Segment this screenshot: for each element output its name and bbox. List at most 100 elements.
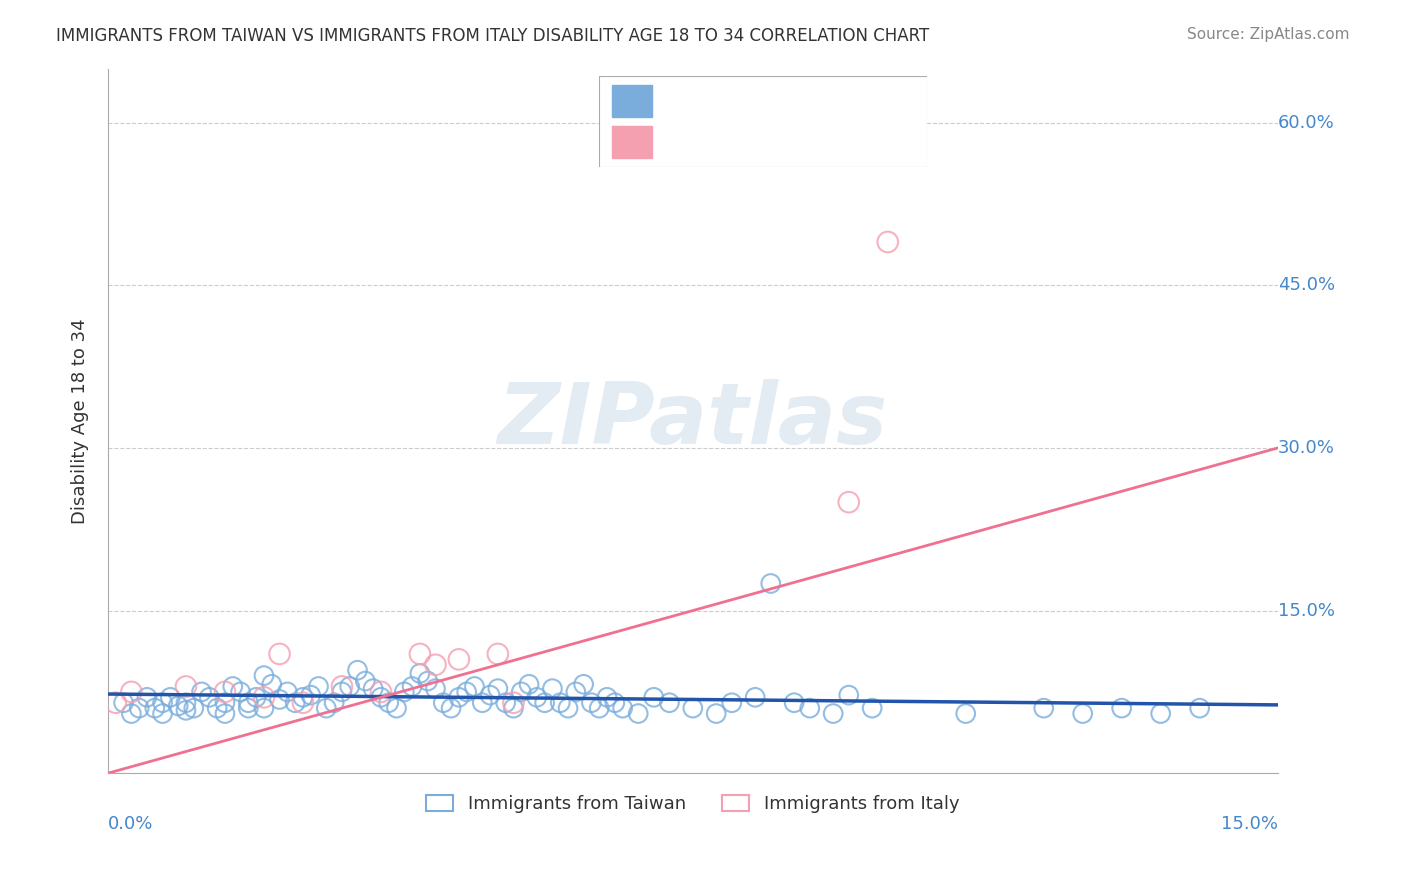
Point [581,696,603,710]
Point [432,696,454,710]
Point [548,696,571,710]
Point [159,690,181,705]
Point [486,681,509,696]
Point [229,685,252,699]
Point [214,706,236,721]
Point [291,696,314,710]
Point [152,706,174,721]
Point [222,680,245,694]
Point [183,701,205,715]
Point [260,677,283,691]
Point [143,701,166,715]
Point [409,647,432,661]
Point [510,685,533,699]
Text: 15.0%: 15.0% [1278,601,1334,620]
Point [214,696,236,710]
Point [198,690,221,705]
Point [502,701,524,715]
Text: 15.0%: 15.0% [1220,815,1278,833]
Point [269,692,291,706]
Point [253,690,276,705]
Point [253,668,276,682]
Point [565,685,588,699]
Point [323,696,346,710]
Point [205,701,228,715]
Legend: Immigrants from Taiwan, Immigrants from Italy: Immigrants from Taiwan, Immigrants from … [419,788,966,821]
Point [1032,701,1054,715]
Point [517,677,540,691]
Point [253,701,276,715]
Point [308,680,330,694]
Point [385,701,408,715]
Point [720,696,742,710]
Text: Source: ZipAtlas.com: Source: ZipAtlas.com [1187,27,1350,42]
Text: IMMIGRANTS FROM TAIWAN VS IMMIGRANTS FROM ITALY DISABILITY AGE 18 TO 34 CORRELAT: IMMIGRANTS FROM TAIWAN VS IMMIGRANTS FRO… [56,27,929,45]
Point [120,685,142,699]
Point [612,701,634,715]
Point [174,696,197,710]
Point [486,647,509,661]
Point [276,685,298,699]
Point [190,685,212,699]
Point [447,690,470,705]
Point [541,681,564,696]
Point [401,680,423,694]
Point [682,701,704,715]
Text: 0.0%: 0.0% [108,815,153,833]
Point [425,657,447,672]
Point [238,696,260,710]
Point [214,685,236,699]
Y-axis label: Disability Age 18 to 34: Disability Age 18 to 34 [72,318,89,524]
Point [370,685,392,699]
Point [838,688,860,702]
Point [603,696,626,710]
Point [339,680,361,694]
Point [823,706,845,721]
Point [394,685,416,699]
Point [409,666,432,681]
Point [526,690,548,705]
Point [744,690,766,705]
Point [315,701,337,715]
Point [627,706,650,721]
Point [495,696,517,710]
Point [245,690,267,705]
Point [104,696,127,710]
Point [174,703,197,717]
Point [588,701,610,715]
Point [152,696,174,710]
Point [955,706,977,721]
Point [557,701,579,715]
Point [416,673,439,688]
Point [354,673,377,688]
Point [783,696,806,710]
Point [440,701,463,715]
Point [167,698,190,713]
Point [330,680,353,694]
Point [533,696,555,710]
Point [291,690,314,705]
Point [136,690,159,705]
Point [1150,706,1173,721]
Point [860,701,883,715]
Text: ZIPatlas: ZIPatlas [498,379,889,462]
Point [238,701,260,715]
Text: 60.0%: 60.0% [1278,113,1334,132]
Point [377,696,399,710]
Point [876,235,898,249]
Point [479,688,502,702]
Point [838,495,860,509]
Point [572,677,595,691]
Point [1071,706,1094,721]
Point [471,696,494,710]
Point [456,685,478,699]
Point [346,663,368,677]
Point [799,701,821,715]
Point [370,690,392,705]
Point [759,576,782,591]
Point [502,696,524,710]
Point [128,701,150,715]
Point [174,680,197,694]
Point [425,681,447,696]
Point [704,706,727,721]
